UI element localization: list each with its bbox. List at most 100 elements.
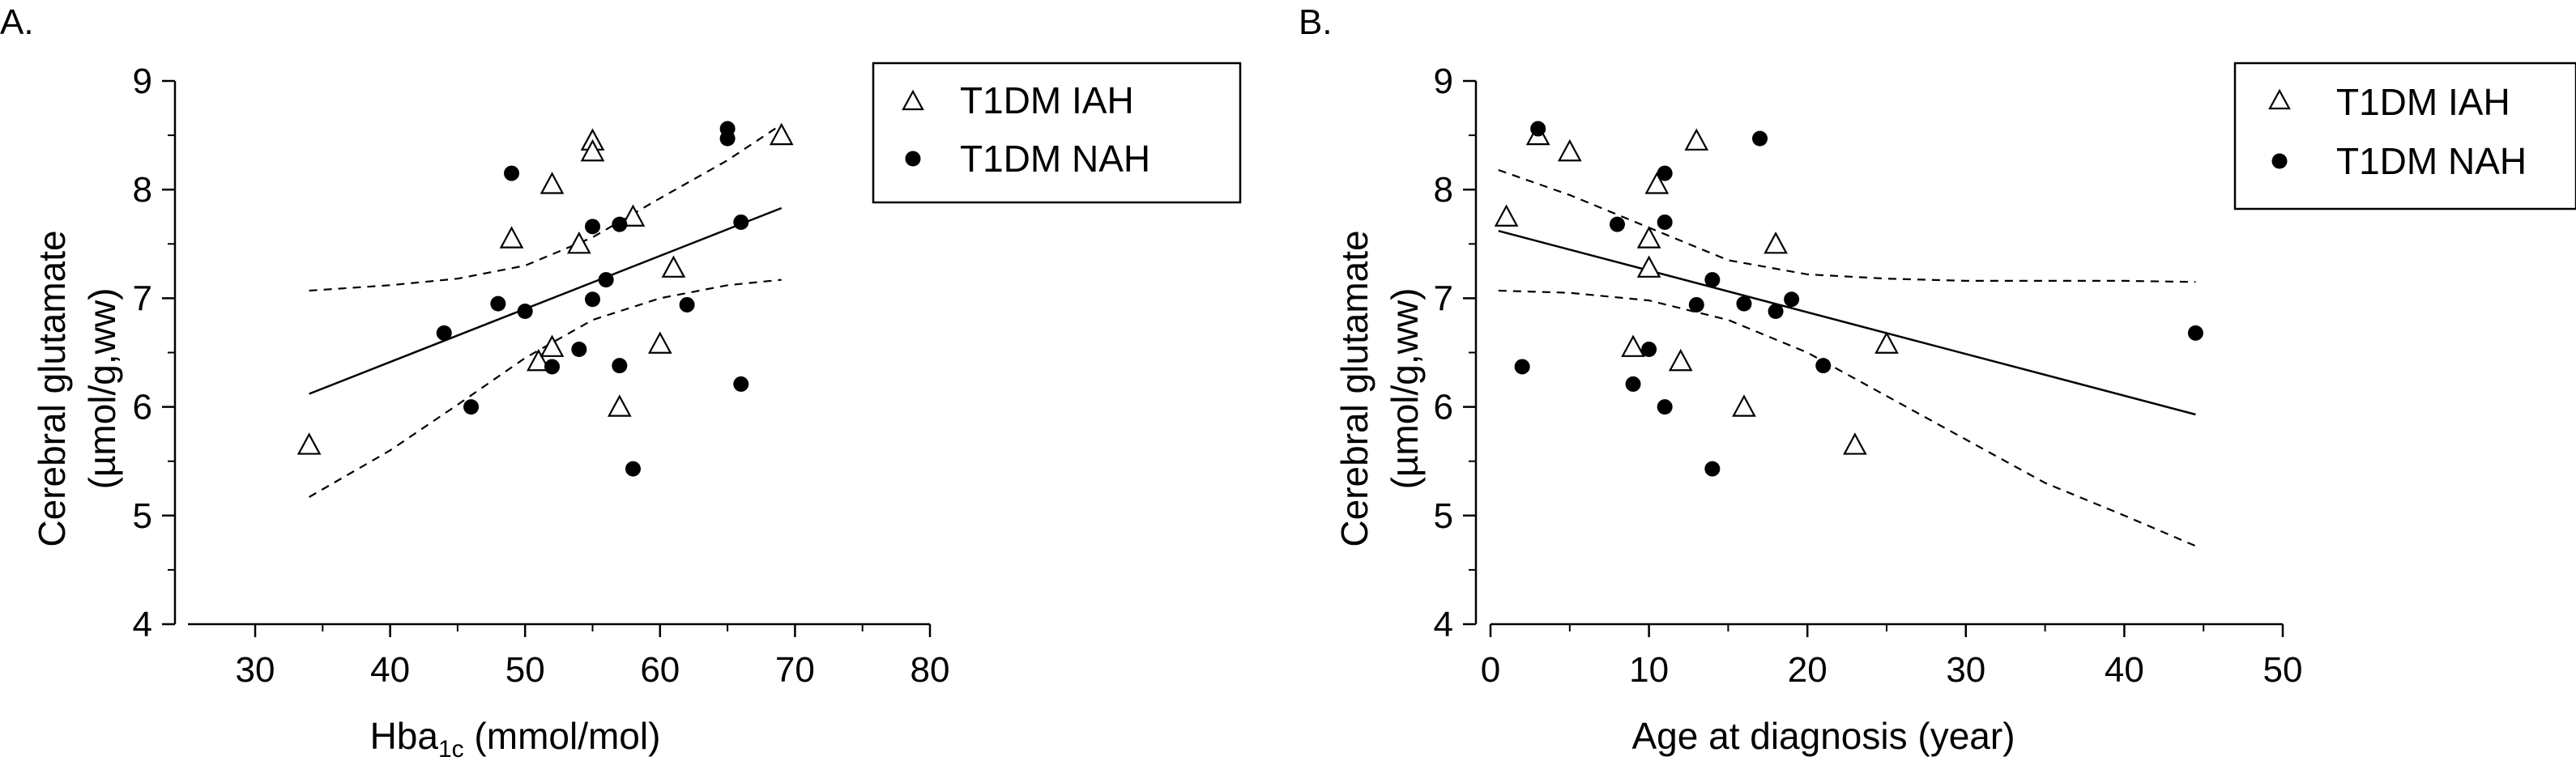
panel-a-legend-label-iah: T1DM IAH: [960, 79, 1134, 121]
panel-b-legend-label-nah: T1DM NAH: [2336, 140, 2527, 182]
panel-a-legend-triangle-marker: [902, 89, 924, 111]
panel-a-x-tick-label: 30: [236, 650, 275, 690]
panel-a-point-nah: [463, 399, 480, 415]
panel-a-axes: 4 5 6 7 8 9 30 40 50 60 70 80: [133, 62, 950, 690]
panel-b-y-tick-label: 8: [1434, 170, 1453, 210]
panel-a-xlabel-main: Hba: [370, 715, 439, 757]
panel-b-label: B.: [1299, 2, 1333, 42]
panel-b-ci-upper-curve: [1498, 168, 2196, 283]
panel-a-point-nah: [733, 376, 749, 392]
panel-b-point-iah: [1621, 334, 1645, 357]
panel-a-point-iah: [661, 255, 686, 278]
panel-a-point-nah: [490, 295, 506, 312]
panel-b-x-tick-label: 40: [2105, 650, 2144, 690]
panel-b-point-nah: [1657, 399, 1673, 415]
panel-b-point-nah: [1514, 359, 1530, 375]
panel-b-y-tick-label: 5: [1434, 496, 1453, 536]
panel-a-point-nah: [544, 359, 561, 375]
panel-a-xlabel: Hba1c (mmol/mol): [370, 715, 661, 763]
panel-a-xlabel-subscript: 1c: [438, 736, 464, 763]
panel-a: A. Cerebral glutamate (µmol/g,ww) Hba1c …: [0, 2, 1242, 763]
panel-b-x-tick-label: 10: [1629, 650, 1669, 690]
panel-b-point-iah: [1636, 226, 1661, 249]
panel-a-x-tick-label: 60: [640, 650, 680, 690]
panel-b-point-iah: [1494, 204, 1519, 227]
panel-b-point-nah: [1704, 461, 1721, 477]
panel-b-point-iah: [1668, 348, 1693, 372]
panel-b-x-tick-label: 0: [1481, 650, 1500, 690]
panel-b-point-nah: [1736, 295, 1752, 312]
panel-a-point-nah: [436, 325, 452, 341]
panel-b-point-nah: [1657, 165, 1673, 181]
panel-a-point-iah: [621, 204, 646, 227]
panel-a-x-tick-label: 50: [505, 650, 545, 690]
panel-b-point-iah: [1764, 231, 1788, 254]
panel-a-point-nah: [612, 216, 628, 232]
panel-a-y-tick-label: 9: [133, 62, 152, 101]
panel-a-regression-line: [309, 206, 783, 395]
panel-b-point-iah: [1874, 331, 1899, 354]
panel-a-y-tick-label: 6: [133, 388, 152, 427]
panel-b-regression-line: [1498, 229, 2196, 416]
panel-a-point-nah: [612, 358, 628, 374]
panel-b: B. Cerebral glutamate (µmol/g,ww) Age at…: [1299, 2, 2576, 757]
panel-a-x-tick-label: 40: [370, 650, 410, 690]
panel-b-point-nah: [1784, 291, 1800, 308]
panel-a-ci-upper-curve: [309, 123, 783, 292]
panel-b-xlabel: Age at diagnosis (year): [1631, 715, 2015, 757]
panel-a-point-nah: [598, 272, 614, 288]
panel-a-legend: T1DM IAH T1DM NAH: [872, 62, 1242, 204]
panel-a-point-iah: [540, 172, 565, 194]
panel-a-point-iah: [647, 331, 672, 354]
panel-a-point-iah: [296, 432, 322, 455]
panel-a-y-tick-label: 8: [133, 170, 152, 210]
panel-b-point-nah: [1704, 272, 1721, 288]
panel-b-point-iah: [1843, 432, 1867, 455]
panel-a-legend-box: [872, 62, 1242, 204]
panel-b-point-nah: [1768, 304, 1784, 320]
panel-a-xlabel-unit: (mmol/mol): [464, 715, 661, 757]
panel-a-point-iah: [527, 348, 551, 372]
panel-a-point-nah: [733, 214, 749, 230]
panel-b-point-nah: [1625, 376, 1641, 392]
panel-a-point-nah: [517, 304, 533, 320]
panel-b-ylabel-line1: Cerebral glutamate: [1333, 230, 1375, 546]
panel-a-x-tick-label: 70: [775, 650, 815, 690]
panel-a-y-tick-label: 7: [133, 278, 152, 318]
panel-a-x-tick-label: 80: [911, 650, 950, 690]
panel-b-point-iah: [1644, 172, 1670, 194]
panel-b-legend-label-iah: T1DM IAH: [2336, 81, 2510, 123]
panel-b-legend-triangle-marker: [2268, 88, 2291, 110]
panel-a-legend-circle-marker: [905, 151, 921, 167]
panel-a-point-nah: [585, 291, 600, 308]
panel-b-y-tick-label: 9: [1434, 62, 1453, 101]
panel-a-point-iah: [499, 226, 524, 249]
panel-a-point-nah: [585, 219, 600, 235]
panel-b-y-tick-label: 6: [1434, 388, 1453, 427]
panel-b-y-tick-label: 4: [1434, 605, 1453, 644]
panel-a-point-nah: [719, 130, 736, 147]
panel-b-point-nah: [1609, 216, 1625, 232]
panel-b-ci-lower-curve: [1498, 289, 2196, 547]
panel-b-axes: 4 5 6 7 8 9 0 10 20 30 40 50: [1434, 62, 2303, 690]
panel-a-point-nah: [625, 461, 641, 477]
panel-a-point-iah: [580, 138, 605, 162]
panel-a-point-nah: [571, 341, 587, 357]
panel-a-point-nah: [504, 165, 520, 181]
panel-a-y-tick-label: 4: [133, 605, 152, 644]
panel-a-point-iah: [540, 334, 565, 357]
panel-b-point-iah: [1636, 255, 1661, 278]
panel-a-ci-lower-curve: [309, 278, 782, 498]
panel-a-y-tick-label: 5: [133, 496, 152, 536]
panel-a-point-iah: [769, 122, 794, 146]
panel-b-point-nah: [1752, 130, 1768, 147]
panel-a-label: A.: [0, 2, 34, 42]
panel-b-y-tick-label: 7: [1434, 278, 1453, 318]
panel-a-legend-label-nah: T1DM NAH: [960, 138, 1150, 180]
panel-b-fit-lines: [1498, 168, 2196, 547]
panel-b-x-tick-label: 50: [2263, 650, 2303, 690]
panel-a-point-nah: [679, 296, 695, 312]
panel-b-legend-circle-marker: [2271, 153, 2288, 169]
panel-a-ylabel-line1: Cerebral glutamate: [31, 230, 73, 546]
